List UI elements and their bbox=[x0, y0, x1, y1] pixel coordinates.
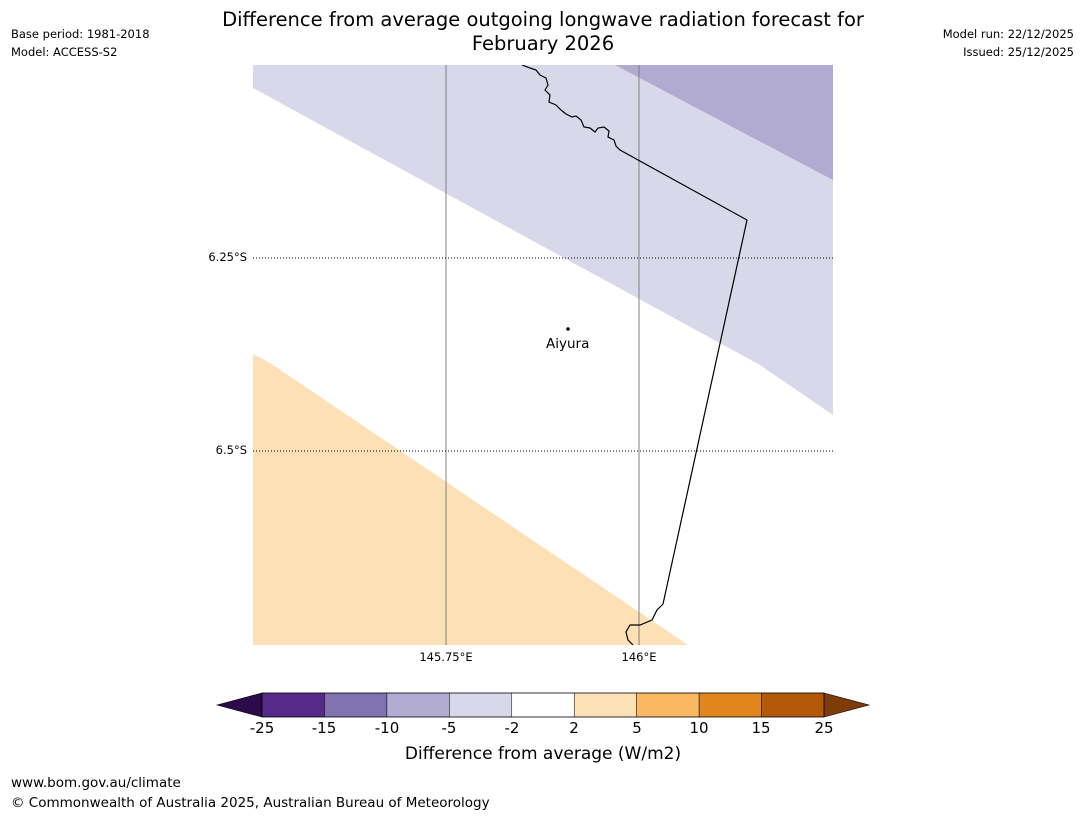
place-marker bbox=[566, 327, 570, 331]
colorbar-tick-label: 10 bbox=[689, 719, 709, 737]
colorbar-segment bbox=[636, 692, 700, 718]
boundary-line bbox=[521, 65, 748, 645]
map-area bbox=[253, 65, 833, 645]
colorbar-extend-low bbox=[215, 692, 263, 718]
colorbar-tick-label: -5 bbox=[441, 719, 457, 737]
colorbar-segment bbox=[261, 692, 325, 718]
base-period-text: Base period: 1981-2018 bbox=[11, 27, 150, 41]
title-line-1: Difference from average outgoing longwav… bbox=[222, 8, 864, 31]
colorbar-tick-label: 2 bbox=[569, 719, 579, 737]
lat-label-6-25: 6.25°S bbox=[208, 250, 247, 264]
lon-label-146: 146°E bbox=[621, 650, 657, 664]
place-label-aiyura: Aiyura bbox=[546, 336, 590, 352]
colorbar-segment bbox=[761, 692, 825, 718]
colorbar-segments bbox=[261, 692, 825, 718]
colorbar-extend-high bbox=[823, 692, 871, 718]
issued-text: Issued: 25/12/2025 bbox=[963, 45, 1074, 59]
metadata-right: Model run: 22/12/2025 Issued: 25/12/2025 bbox=[943, 25, 1074, 61]
lon-label-145-75: 145.75°E bbox=[419, 650, 473, 664]
footer-copyright: © Commonwealth of Australia 2025, Austra… bbox=[11, 795, 490, 811]
colorbar-tick-label: -2 bbox=[504, 719, 520, 737]
footer-url: www.bom.gov.au/climate bbox=[11, 775, 181, 791]
colorbar-segment bbox=[386, 692, 450, 718]
colorbar-segment bbox=[573, 692, 637, 718]
colorbar-segment bbox=[698, 692, 762, 718]
model-text: Model: ACCESS-S2 bbox=[11, 45, 118, 59]
colorbar-tick-label: 5 bbox=[632, 719, 642, 737]
anomaly-band-light-purple bbox=[253, 65, 833, 415]
lat-label-6-5: 6.5°S bbox=[215, 443, 247, 457]
colorbar-tick-label: -10 bbox=[374, 719, 400, 737]
colorbar-tick-label: 25 bbox=[814, 719, 834, 737]
anomaly-band-mid-purple bbox=[615, 65, 833, 180]
colorbar-segment bbox=[449, 692, 513, 718]
colorbar-segment bbox=[511, 692, 575, 718]
colorbar-segment bbox=[324, 692, 388, 718]
anomaly-band-light-orange bbox=[253, 354, 688, 645]
map-title: Difference from average outgoing longwav… bbox=[143, 8, 943, 56]
colorbar bbox=[215, 692, 871, 718]
colorbar-tick-label: 15 bbox=[751, 719, 771, 737]
metadata-left: Base period: 1981-2018 Model: ACCESS-S2 bbox=[11, 25, 150, 61]
colorbar-tick-label: -15 bbox=[311, 719, 337, 737]
model-run-text: Model run: 22/12/2025 bbox=[942, 27, 1074, 41]
title-line-2: February 2026 bbox=[471, 32, 615, 55]
colorbar-label: Difference from average (W/m2) bbox=[404, 744, 682, 764]
colorbar-frame bbox=[261, 692, 825, 718]
colorbar-tick-label: -25 bbox=[249, 719, 275, 737]
